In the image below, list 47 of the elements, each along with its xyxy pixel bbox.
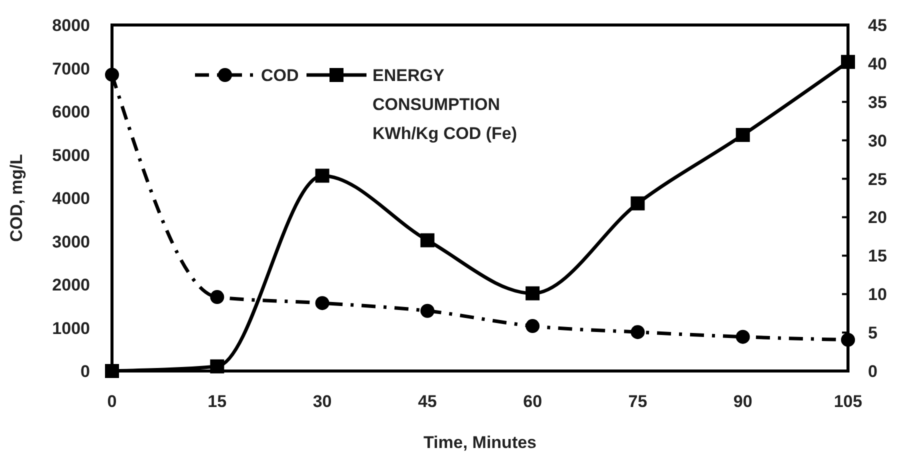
point [526, 286, 540, 300]
x-tick-label: 75 [628, 392, 648, 411]
y2-tick-label: 35 [868, 92, 887, 112]
point [526, 319, 540, 334]
point [210, 359, 224, 374]
y-tick-label: 2000 [52, 276, 90, 294]
y2-tick-label: 25 [868, 170, 887, 189]
y2-tick-label: 20 [868, 208, 887, 228]
point [315, 168, 330, 183]
point [630, 196, 645, 210]
point [420, 304, 434, 318]
legend-label: COD [261, 66, 299, 85]
y-tick-label: 0 [80, 362, 90, 381]
y2-tick-label: 45 [868, 16, 887, 35]
y2-tick-label: 0 [868, 362, 878, 381]
x-tick-label: 0 [107, 392, 117, 411]
point [736, 330, 750, 344]
point [210, 290, 224, 304]
x-tick-label: 60 [523, 392, 542, 411]
point [736, 128, 750, 142]
y2-tick-label: 10 [868, 285, 887, 304]
y2-tick-label: 5 [868, 324, 878, 343]
point [420, 233, 434, 248]
y-tick-label: 8000 [52, 16, 90, 35]
y2-tick-label: 15 [868, 246, 887, 266]
y-tick-label: 6000 [52, 102, 90, 122]
point [105, 364, 119, 378]
y-tick-label: 1000 [52, 318, 90, 338]
x-axis-title: Time, Minutes [423, 433, 537, 452]
point [841, 54, 855, 69]
y-tick-label: 5000 [52, 146, 90, 165]
y-tick-label: 4000 [52, 189, 90, 208]
x-tick-label: 15 [208, 392, 227, 411]
x-tick-label: 45 [418, 392, 437, 411]
y2-tick-label: 30 [868, 131, 887, 150]
legend-label: ENERGY CONSUMPTION KWh/Kg COD (Fe) [372, 66, 517, 143]
point [630, 325, 645, 340]
x-tick-label: 105 [834, 392, 862, 411]
point [105, 68, 119, 82]
y-axis-title: COD, mg/L [7, 154, 26, 242]
y2-tick-label: 40 [868, 54, 887, 74]
point [315, 296, 330, 310]
point [841, 332, 855, 347]
y-tick-label: 3000 [52, 232, 90, 252]
y-tick-label: 7000 [52, 59, 90, 78]
x-tick-label: 30 [312, 392, 332, 411]
x-tick-label: 90 [733, 392, 752, 411]
